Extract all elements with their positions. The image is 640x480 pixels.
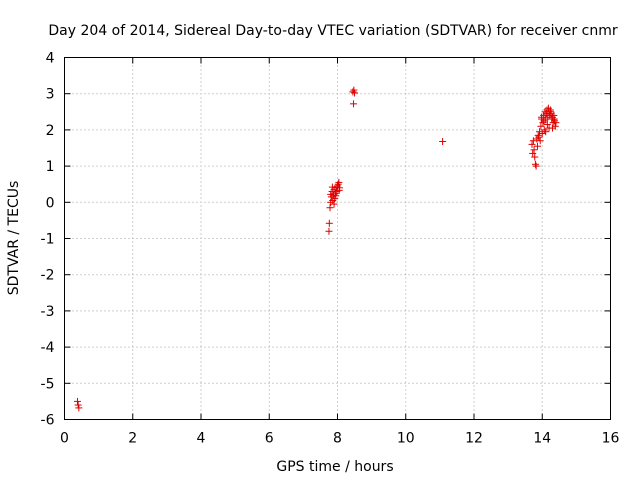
data-points: [73, 86, 560, 412]
data-point: [350, 100, 358, 108]
data-point: [550, 115, 558, 123]
data-point: [543, 120, 551, 128]
x-tick-label: 4: [197, 431, 206, 447]
y-tick-label: 0: [46, 195, 55, 211]
x-axis-label: GPS time / hours: [276, 459, 393, 475]
data-point: [330, 200, 338, 208]
x-tick-label: 0: [60, 431, 69, 447]
y-tick-label: -4: [41, 340, 55, 356]
data-point: [538, 113, 546, 121]
data-point: [335, 186, 343, 194]
x-tick-label: 12: [465, 431, 483, 447]
data-point: [439, 137, 447, 145]
x-tick-label: 16: [602, 431, 620, 447]
data-point: [552, 119, 560, 127]
data-point: [548, 113, 556, 121]
data-point: [335, 178, 343, 186]
data-point: [536, 137, 544, 145]
data-point: [539, 119, 547, 127]
data-point: [542, 128, 550, 136]
data-point: [535, 133, 543, 141]
data-point: [325, 227, 333, 235]
y-tick-label: -1: [41, 232, 55, 248]
y-tick-label: -5: [41, 376, 55, 392]
data-point: [533, 142, 541, 150]
chart-title: Day 204 of 2014, Sidereal Day-to-day VTE…: [48, 23, 617, 39]
data-point: [334, 180, 342, 188]
data-point: [326, 204, 334, 212]
data-point: [327, 190, 335, 198]
y-tick-label: 3: [46, 87, 55, 103]
data-point: [531, 153, 539, 161]
data-point: [325, 219, 333, 227]
data-point: [332, 192, 340, 200]
data-point: [74, 401, 82, 409]
x-tick-label: 10: [397, 431, 415, 447]
data-point: [532, 162, 540, 170]
y-tick-label: 4: [46, 51, 55, 67]
data-point: [328, 183, 336, 191]
data-point: [351, 89, 359, 97]
y-tick-label: -3: [41, 304, 55, 320]
x-tick-label: 6: [265, 431, 274, 447]
y-tick-label: -2: [41, 268, 55, 284]
data-point: [331, 195, 339, 203]
y-tick-label: 1: [46, 159, 55, 175]
data-point: [540, 117, 548, 125]
x-tick-label: 14: [533, 431, 551, 447]
grid: [64, 57, 611, 420]
data-point: [534, 131, 542, 139]
x-axis: 0 2 4 6 8 10 12 14 16: [60, 57, 620, 447]
y-tick-label: -6: [41, 413, 55, 429]
x-tick-label: 8: [333, 431, 342, 447]
data-point: [530, 146, 538, 154]
data-point: [538, 130, 546, 138]
data-point: [75, 404, 83, 412]
data-point: [537, 122, 545, 130]
data-point: [349, 88, 357, 96]
data-point: [350, 86, 358, 94]
data-point: [540, 126, 548, 134]
data-point: [529, 137, 537, 145]
y-tick-label: 2: [46, 123, 55, 139]
data-point: [73, 397, 81, 405]
data-point: [531, 160, 539, 168]
data-point: [547, 108, 555, 116]
x-tick-label: 2: [128, 431, 137, 447]
y-axis-label: SDTVAR / TECUs: [6, 181, 22, 296]
data-point: [548, 124, 556, 132]
data-point: [528, 140, 536, 148]
data-point: [529, 149, 537, 157]
y-axis: -6 -5 -4 -3 -2 -1 0 1 2 3 4: [41, 51, 611, 429]
